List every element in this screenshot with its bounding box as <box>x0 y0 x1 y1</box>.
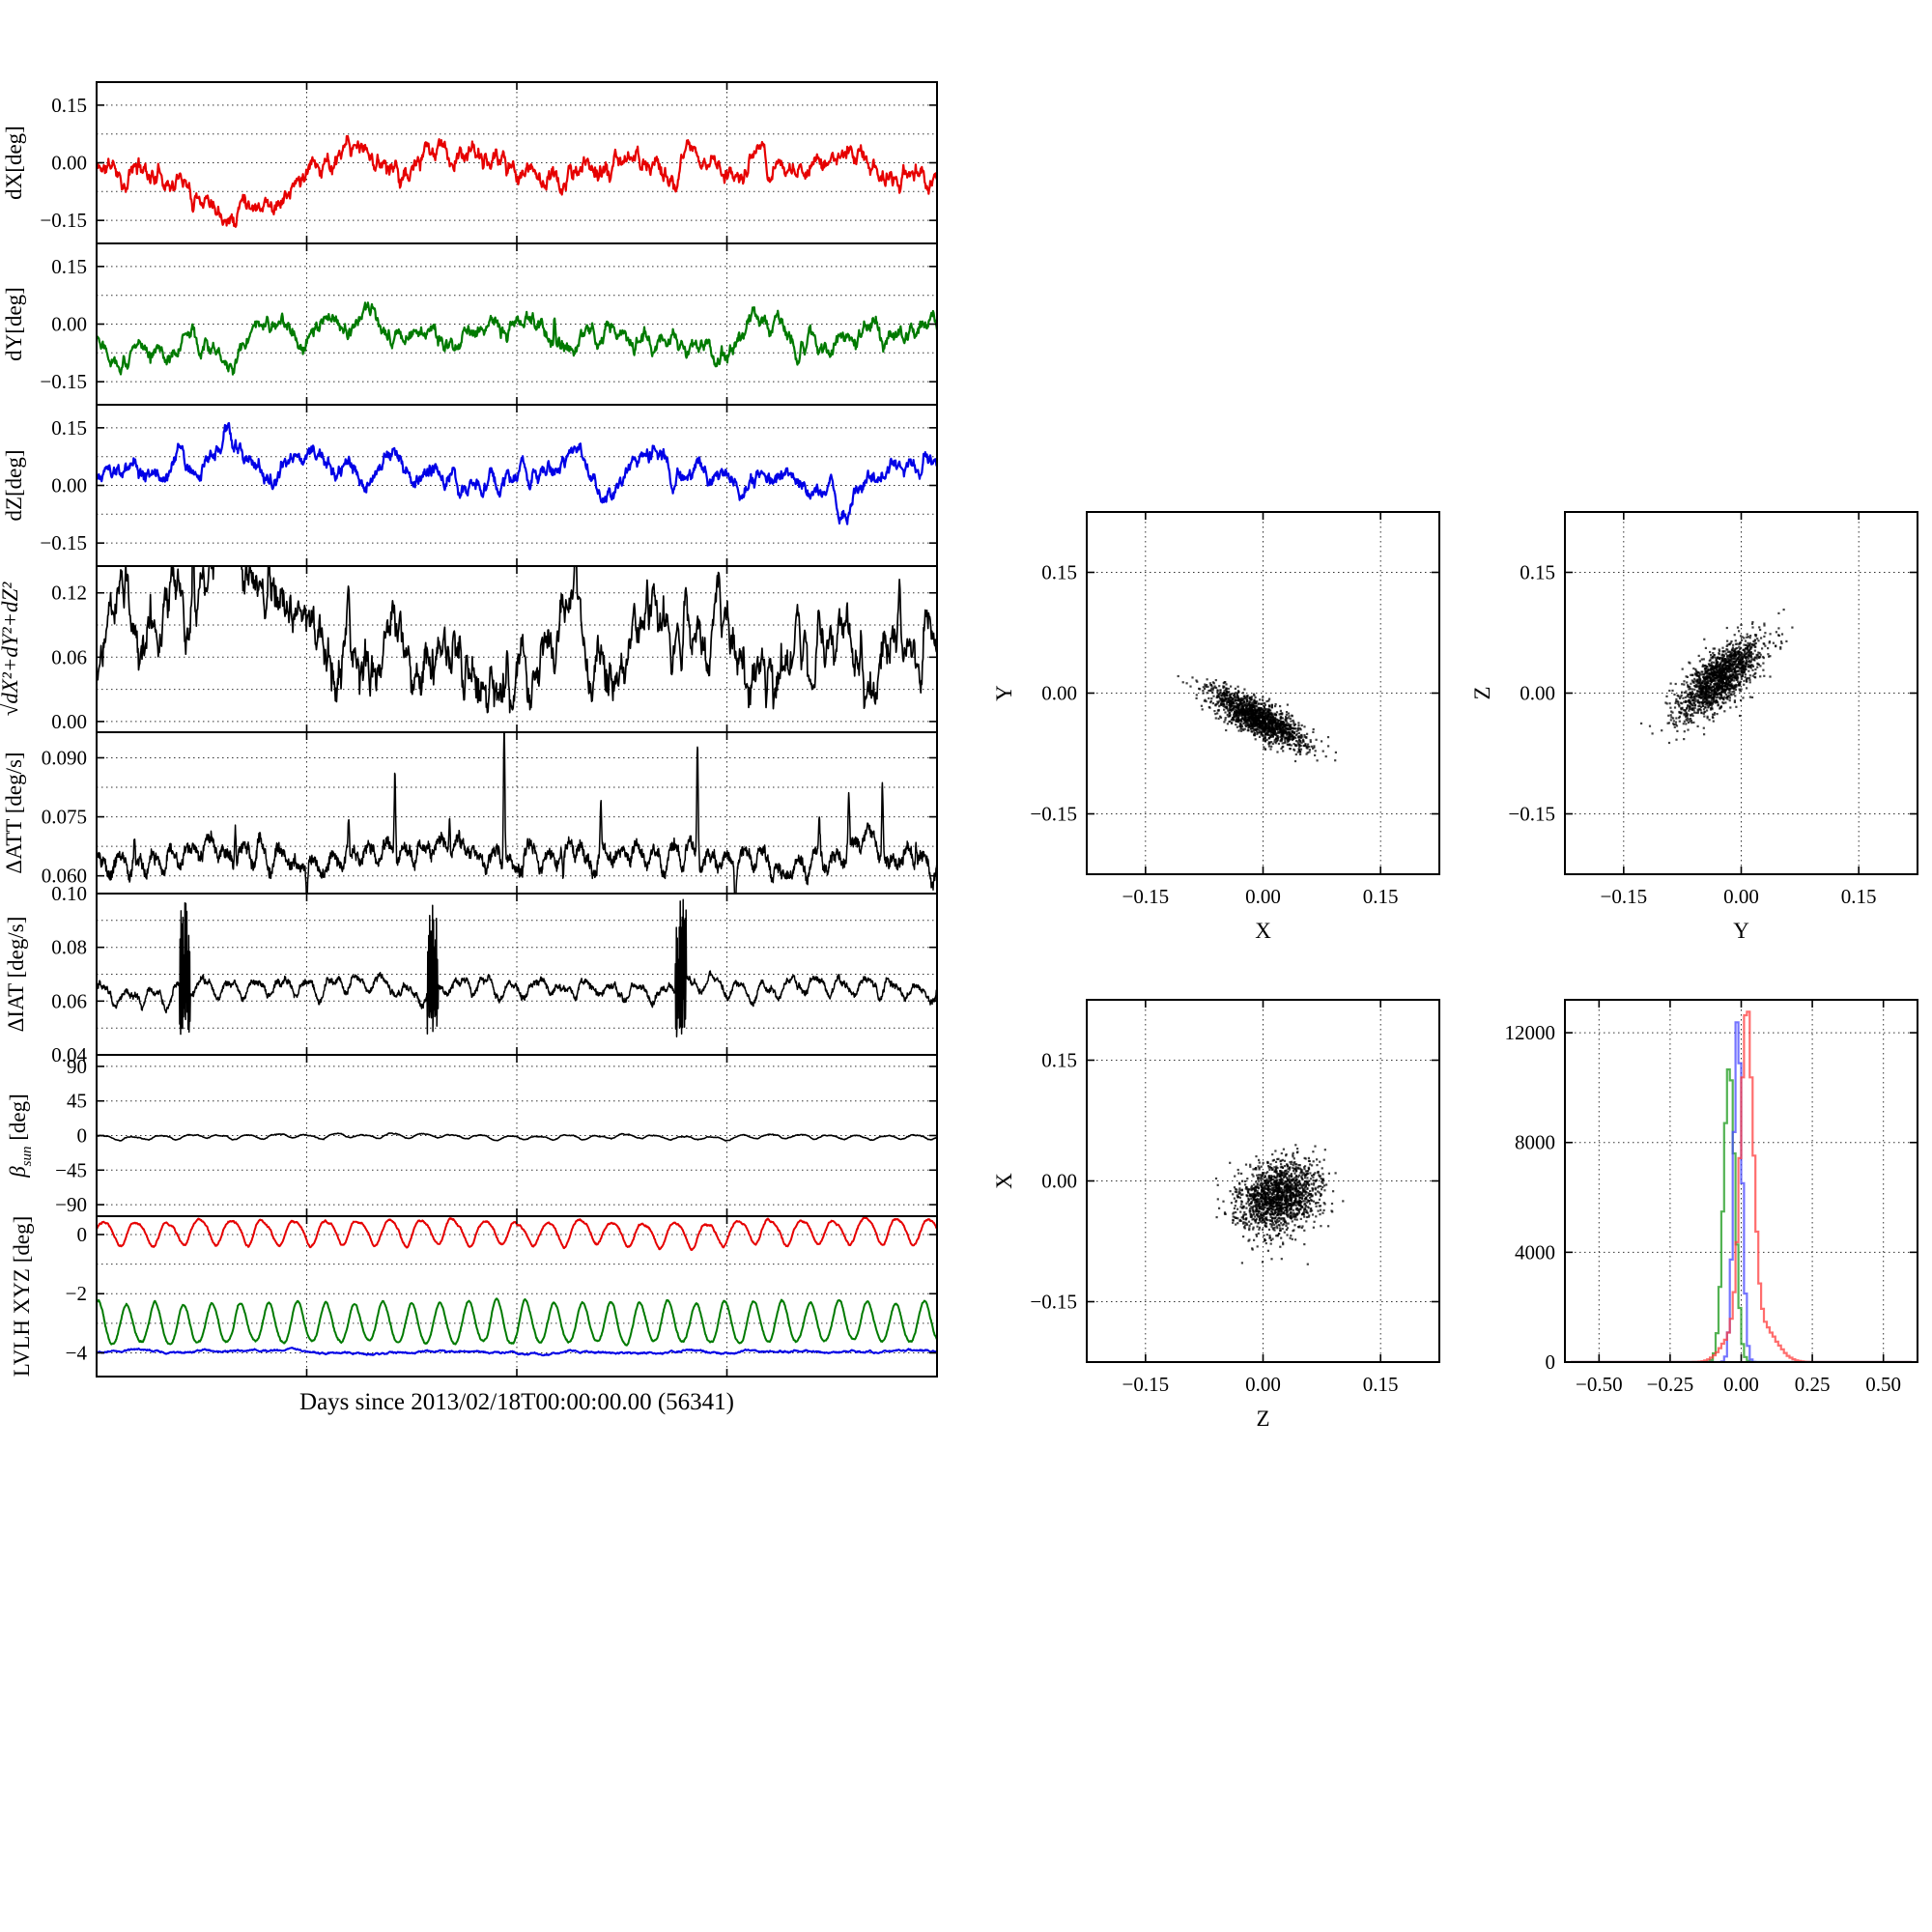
svg-text:0.00: 0.00 <box>51 152 87 175</box>
svg-text:0.090: 0.090 <box>42 746 87 769</box>
svg-text:0.00: 0.00 <box>51 313 87 336</box>
svg-text:−0.15: −0.15 <box>40 209 87 232</box>
scatter-z-vs-y: −0.15 0.00 0.15 −0.15 0.00 0.15 Z Y <box>1470 511 1918 943</box>
svg-text:0.00: 0.00 <box>1520 682 1555 705</box>
svg-text:0.00: 0.00 <box>51 474 87 497</box>
timeseries-dx: 0.15 0.00 −0.15 dX[deg] <box>2 81 938 244</box>
timeseries-beta-sun: 90 45 0 −45 −90 βsun [deg] <box>6 1054 938 1217</box>
svg-text:−90: −90 <box>55 1193 87 1216</box>
svg-text:0.00: 0.00 <box>1041 682 1077 705</box>
svg-text:−0.15: −0.15 <box>1030 803 1077 826</box>
svg-text:βsun [deg]: βsun [deg] <box>6 1094 35 1179</box>
panel-diat-canvas: 0.10 0.08 0.06 0.04 ΔIAT [deg/s] <box>4 882 938 1066</box>
svg-text:ΔATT [deg/s]: ΔATT [deg/s] <box>2 752 26 873</box>
svg-text:−4: −4 <box>66 1341 88 1364</box>
timeseries-diat: 0.10 0.08 0.06 0.04 ΔIAT [deg/s] <box>4 882 938 1066</box>
svg-text:−0.15: −0.15 <box>40 370 87 393</box>
svg-text:0.15: 0.15 <box>1041 561 1077 584</box>
svg-text:0.15: 0.15 <box>51 416 87 440</box>
histogram-attitude-errors: −0.50 −0.25 0.00 0.25 0.50 0 4000 8000 12000 <box>1505 999 1918 1396</box>
panel-dy-canvas: 0.15 0.00 −0.15 dY[deg] <box>2 242 938 406</box>
svg-text:0.00: 0.00 <box>51 710 87 733</box>
svg-text:0.00: 0.00 <box>1723 885 1759 908</box>
svg-text:0.15: 0.15 <box>1841 885 1877 908</box>
svg-text:45: 45 <box>67 1090 87 1113</box>
svg-text:90: 90 <box>67 1055 87 1078</box>
svg-text:Y: Y <box>992 685 1016 701</box>
svg-text:−0.15: −0.15 <box>1601 885 1648 908</box>
svg-text:0.15: 0.15 <box>51 255 87 278</box>
svg-text:0.15: 0.15 <box>1363 885 1399 908</box>
scatter-x-vs-z: −0.15 0.00 0.15 −0.15 0.00 0.15 X Z <box>992 999 1440 1431</box>
svg-text:Z: Z <box>1470 686 1494 699</box>
scatter-yz-canvas: −0.15 0.00 0.15 −0.15 0.00 0.15 Z Y <box>1470 511 1918 943</box>
timeseries-dz: 0.15 0.00 −0.15 dZ[deg] <box>2 404 938 567</box>
panel-mag-canvas: 0.12 0.06 0.00 √dX²+dY²+dZ² <box>0 565 938 733</box>
scatter-xy-canvas: −0.15 0.00 0.15 −0.15 0.00 0.15 Y X <box>992 511 1440 943</box>
panel-dx-canvas: 0.15 0.00 −0.15 dX[deg] <box>2 81 938 244</box>
svg-text:0.00: 0.00 <box>1245 885 1281 908</box>
svg-text:LVLH XYZ [deg]: LVLH XYZ [deg] <box>10 1216 34 1378</box>
panel-beta-canvas: 90 45 0 −45 −90 βsun [deg] <box>6 1054 938 1217</box>
svg-text:0.06: 0.06 <box>51 989 87 1012</box>
svg-text:√dX²+dY²+dZ²: √dX²+dY²+dZ² <box>0 582 22 717</box>
svg-text:dZ[deg]: dZ[deg] <box>2 449 26 521</box>
svg-text:X: X <box>1255 919 1271 943</box>
svg-text:0.06: 0.06 <box>51 645 87 668</box>
svg-text:0: 0 <box>77 1223 88 1246</box>
svg-text:0.15: 0.15 <box>51 94 87 117</box>
svg-text:0.075: 0.075 <box>42 806 87 829</box>
svg-text:−0.15: −0.15 <box>1508 803 1555 826</box>
time-axis-label: Days since 2013/02/18T00:00:00.00 (56341… <box>299 1389 734 1415</box>
svg-text:dX[deg]: dX[deg] <box>2 126 26 200</box>
svg-text:0.08: 0.08 <box>51 936 87 959</box>
timeseries-lvlh-xyz: 0 −2 −4 LVLH XYZ [deg] <box>10 1215 938 1378</box>
svg-text:−2: −2 <box>66 1282 87 1305</box>
timeseries-dy: 0.15 0.00 −0.15 dY[deg] <box>2 242 938 406</box>
svg-text:−0.15: −0.15 <box>1122 885 1170 908</box>
panel-datt-canvas: 0.090 0.075 0.060 ΔATT [deg/s] <box>2 731 938 895</box>
scatter-y-vs-x: −0.15 0.00 0.15 −0.15 0.00 0.15 Y X <box>992 511 1440 943</box>
svg-text:0: 0 <box>77 1124 88 1148</box>
svg-text:−0.15: −0.15 <box>40 531 87 554</box>
svg-text:Y: Y <box>1733 919 1749 943</box>
svg-text:0.15: 0.15 <box>1520 561 1555 584</box>
svg-text:0.060: 0.060 <box>42 865 87 888</box>
timeseries-datt: 0.090 0.075 0.060 ΔATT [deg/s] <box>2 731 938 895</box>
panel-lvlh-canvas: 0 −2 −4 LVLH XYZ [deg] <box>10 1215 938 1378</box>
svg-text:0.10: 0.10 <box>51 882 87 905</box>
svg-text:−45: −45 <box>55 1158 87 1181</box>
svg-text:0.12: 0.12 <box>51 582 87 605</box>
svg-text:dY[deg]: dY[deg] <box>2 287 26 361</box>
svg-text:ΔIAT [deg/s]: ΔIAT [deg/s] <box>4 917 28 1033</box>
svg-text:0.04: 0.04 <box>51 1043 87 1066</box>
timeseries-magnitude: 0.12 0.06 0.00 √dX²+dY²+dZ² <box>0 565 938 733</box>
panel-dz-canvas: 0.15 0.00 −0.15 dZ[deg] <box>2 404 938 567</box>
